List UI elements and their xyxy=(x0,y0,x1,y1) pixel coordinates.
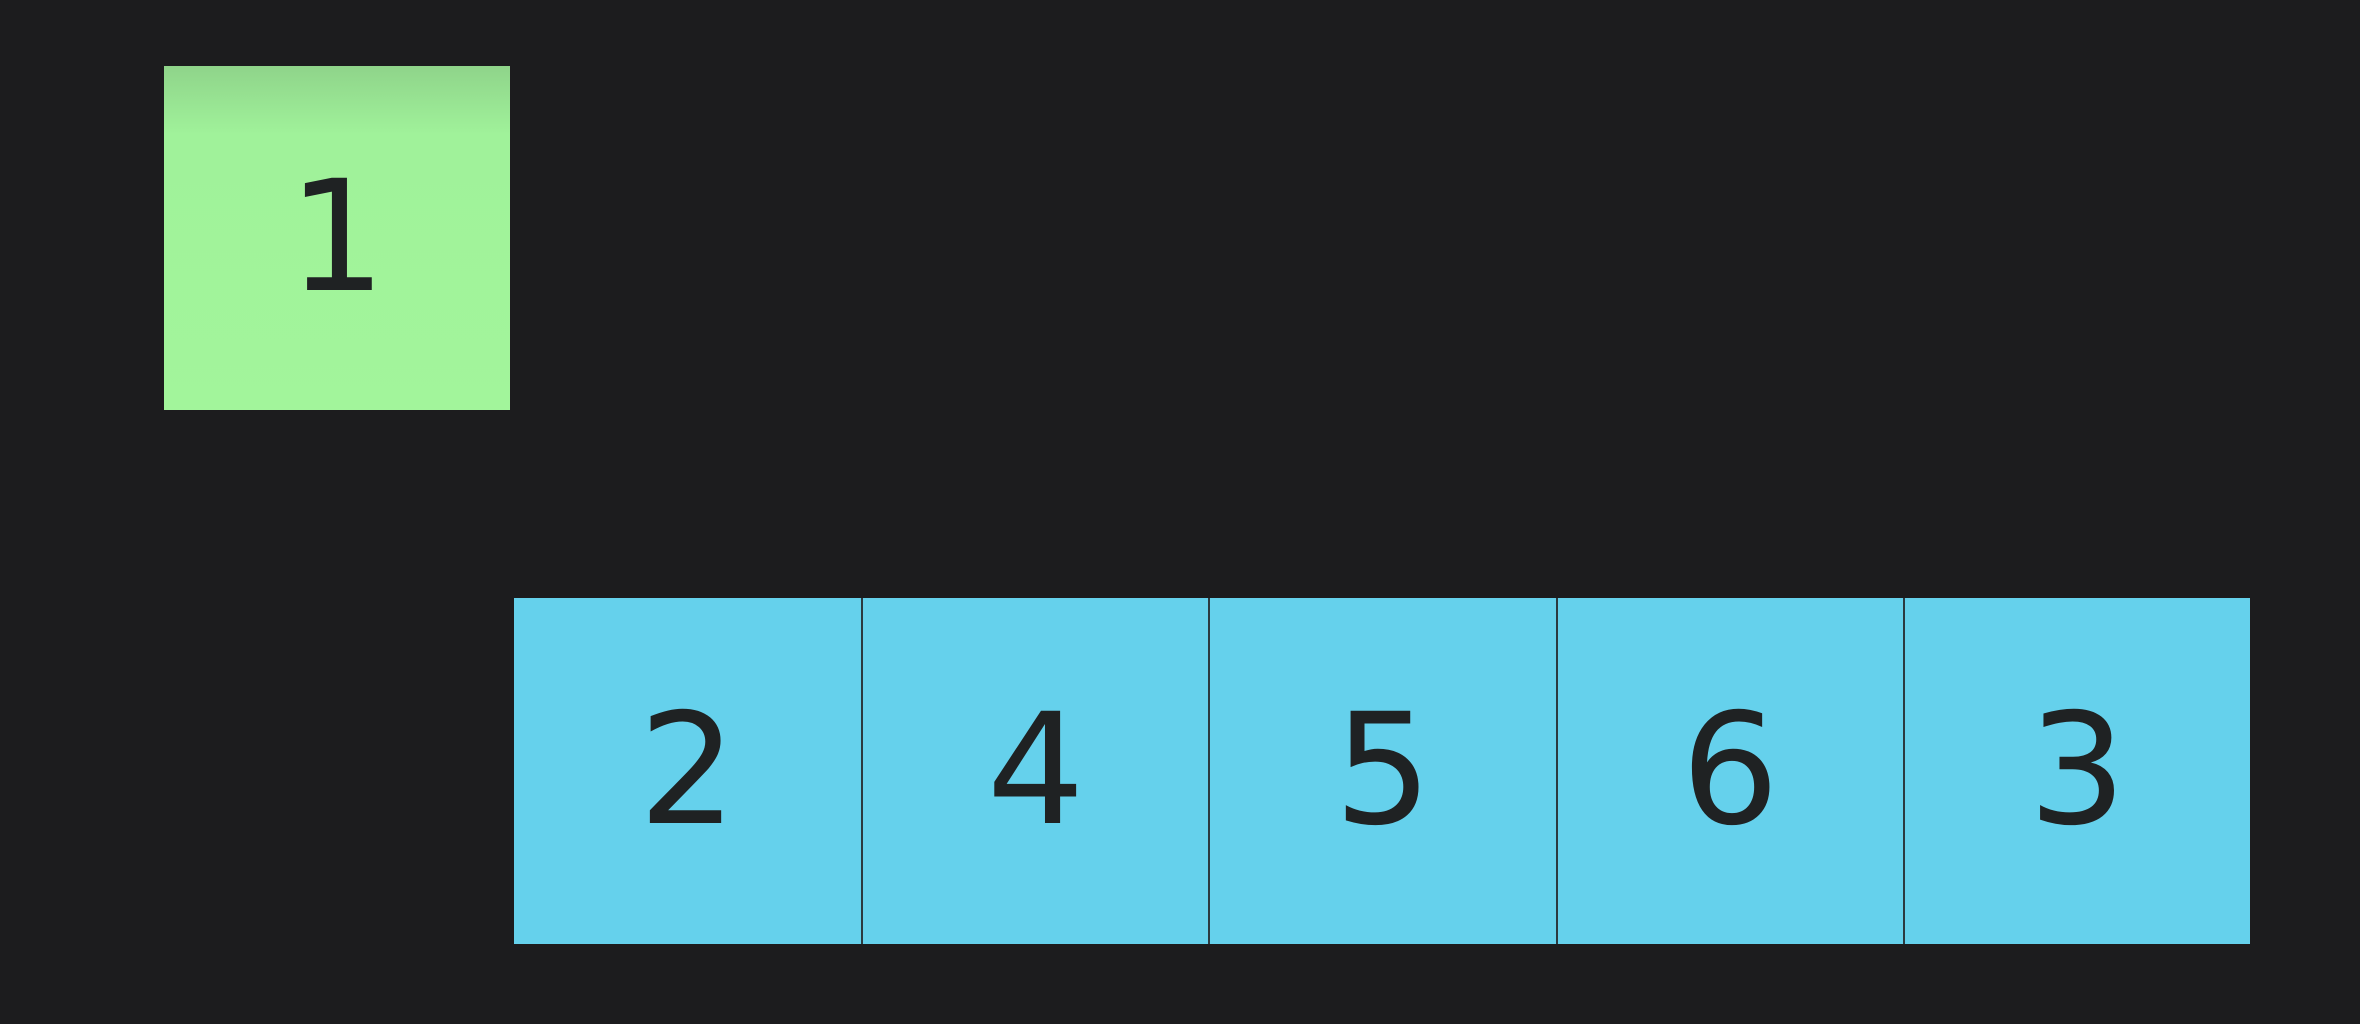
array-cell-value: 5 xyxy=(1333,681,1432,860)
array-cell-value: 4 xyxy=(986,681,1085,860)
array-cell-value: 6 xyxy=(1681,681,1780,860)
array-cell: 6 xyxy=(1555,598,1903,944)
array-cell: 3 xyxy=(1902,598,2250,944)
array-cell: 4 xyxy=(861,598,1209,944)
array-cell: 5 xyxy=(1208,598,1556,944)
selected-tile-value: 1 xyxy=(288,148,386,327)
array-cell-value: 3 xyxy=(2028,681,2127,860)
array-cell-value: 2 xyxy=(638,681,737,860)
array-row: 2 4 5 6 3 xyxy=(514,598,2250,944)
selected-tile: 1 xyxy=(164,66,510,410)
array-cell: 2 xyxy=(514,598,862,944)
